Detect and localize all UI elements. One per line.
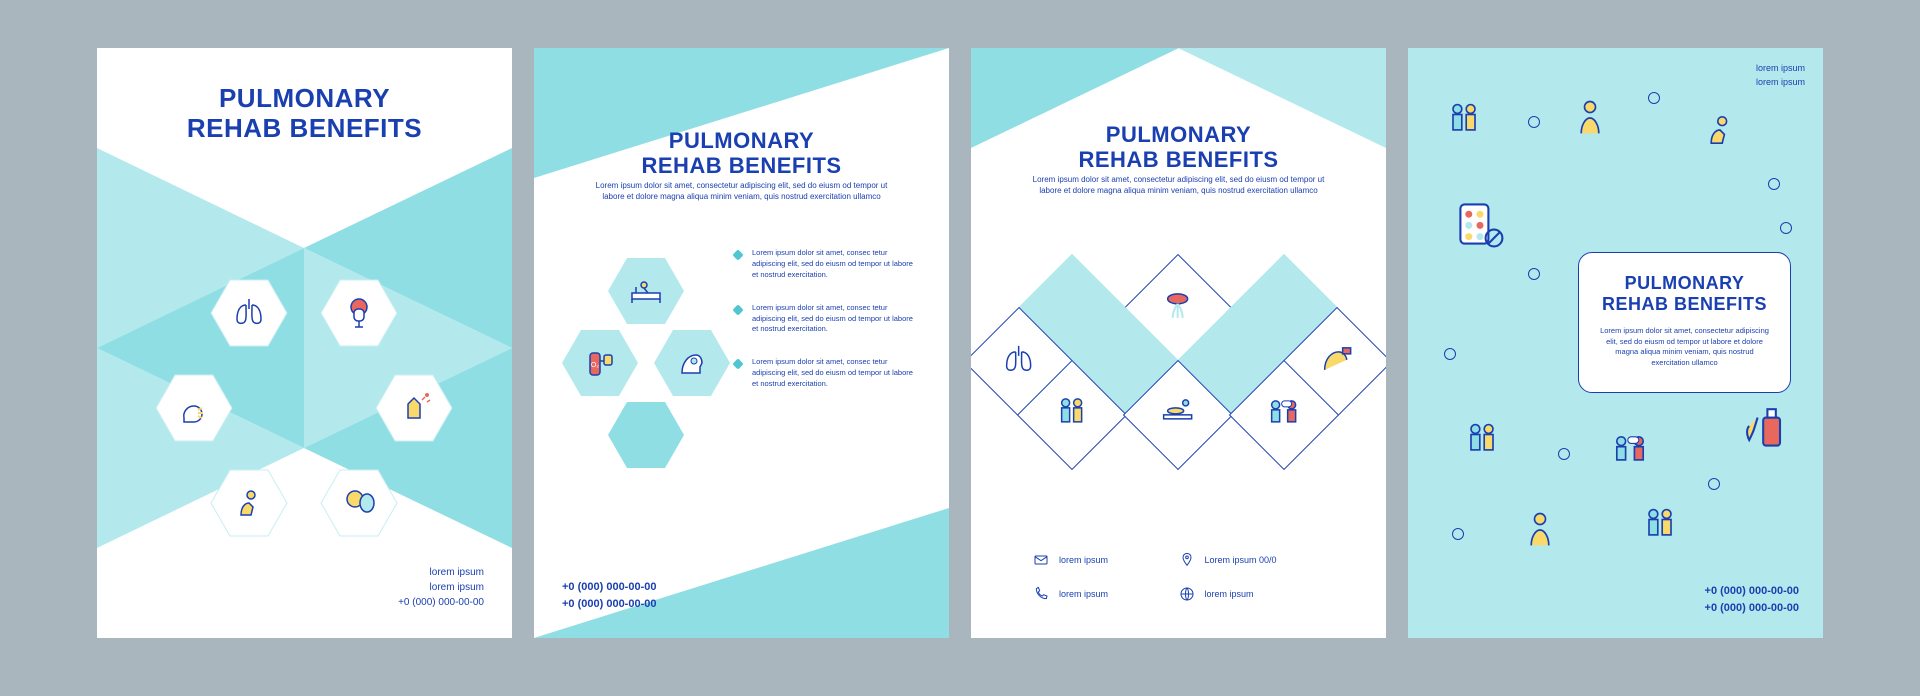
panel4-card: PULMONARY REHAB BENEFITS Lorem ipsum dol… — [1578, 252, 1791, 393]
dot-icon — [1648, 92, 1660, 104]
contact-email: lorem ipsum — [1033, 552, 1179, 568]
dot-icon — [1528, 268, 1540, 280]
panel3-title: PULMONARY REHAB BENEFITS — [971, 122, 1386, 173]
panel4-card-title: PULMONARY REHAB BENEFITS — [1597, 273, 1772, 314]
exercise-pair-icon — [1460, 418, 1504, 462]
bullet-item: Lorem ipsum dolor sit amet, consec tetur… — [734, 303, 919, 336]
pin-icon — [1179, 552, 1195, 568]
brochure-panel-4: lorem ipsumlorem ipsum PULMONARY REHAB B… — [1408, 48, 1823, 638]
bullet-item: Lorem ipsum dolor sit amet, consec tetur… — [734, 357, 919, 390]
panel4-card-body: Lorem ipsum dolor sit amet, consectetur … — [1597, 326, 1772, 368]
pills-icon — [1452, 196, 1508, 252]
panel2-phones: +0 (000) 000-00-00 +0 (000) 000-00-00 — [562, 579, 656, 612]
panel1-title: PULMONARY REHAB BENEFITS — [97, 84, 512, 144]
brochure-panel-1: PULMONARY REHAB BENEFITS lorem ipsum lor… — [97, 48, 512, 638]
standing-figure-icon — [1518, 508, 1562, 552]
panel3-diamond-grid — [971, 246, 1386, 476]
globe-icon — [1179, 586, 1195, 602]
panel4-tag: lorem ipsumlorem ipsum — [1756, 62, 1805, 89]
consultation-icon — [1264, 393, 1304, 433]
panel2-title: PULMONARY REHAB BENEFITS — [534, 128, 949, 179]
stretch-figure-icon — [1568, 96, 1612, 140]
panel2-bottom-triangle — [534, 508, 949, 638]
panel2-intro: Lorem ipsum dolor sit amet, consectetur … — [594, 180, 889, 202]
phone-icon — [1033, 586, 1049, 602]
lungs-icon — [999, 340, 1039, 380]
panel3-contacts: lorem ipsum Lorem ipsum 00/0 lorem ipsum… — [971, 552, 1386, 602]
pair-figure-icon — [1638, 503, 1682, 547]
doctor-patient-icon — [1052, 393, 1092, 433]
panel2-bullets: Lorem ipsum dolor sit amet, consec tetur… — [734, 248, 919, 412]
contact-phone: lorem ipsum — [1033, 586, 1179, 602]
dot-icon — [1444, 348, 1456, 360]
contact-address: Lorem ipsum 00/0 — [1179, 552, 1325, 568]
bed-icon — [626, 271, 666, 311]
situp-figure-icon — [1698, 108, 1742, 152]
inhaler-icon — [1317, 340, 1357, 380]
oxygen-icon — [580, 343, 620, 383]
dot-icon — [1768, 178, 1780, 190]
massage-icon — [1158, 393, 1198, 433]
brochure-panel-3: PULMONARY REHAB BENEFITS Lorem ipsum dol… — [971, 48, 1386, 638]
dot-icon — [1708, 478, 1720, 490]
dot-icon — [1780, 222, 1792, 234]
dot-icon — [1452, 528, 1464, 540]
head-profile-icon — [672, 343, 712, 383]
lips-breath-icon — [1158, 287, 1198, 327]
group-figure-icon — [1608, 428, 1652, 472]
panel1-footer: lorem ipsum lorem ipsum +0 (000) 000-00-… — [398, 565, 484, 610]
dot-icon — [1528, 116, 1540, 128]
panel4-phones: +0 (000) 000-00-00 +0 (000) 000-00-00 — [1705, 583, 1799, 616]
therapy-figure-icon — [1442, 98, 1486, 142]
contact-web: lorem ipsum — [1179, 586, 1325, 602]
bullet-item: Lorem ipsum dolor sit amet, consec tetur… — [734, 248, 919, 281]
medicine-bottle-icon — [1738, 398, 1794, 454]
panel3-intro: Lorem ipsum dolor sit amet, consectetur … — [1031, 174, 1326, 196]
brochure-panel-2: PULMONARY REHAB BENEFITS Lorem ipsum dol… — [534, 48, 949, 638]
mail-icon — [1033, 552, 1049, 568]
dot-icon — [1558, 448, 1570, 460]
